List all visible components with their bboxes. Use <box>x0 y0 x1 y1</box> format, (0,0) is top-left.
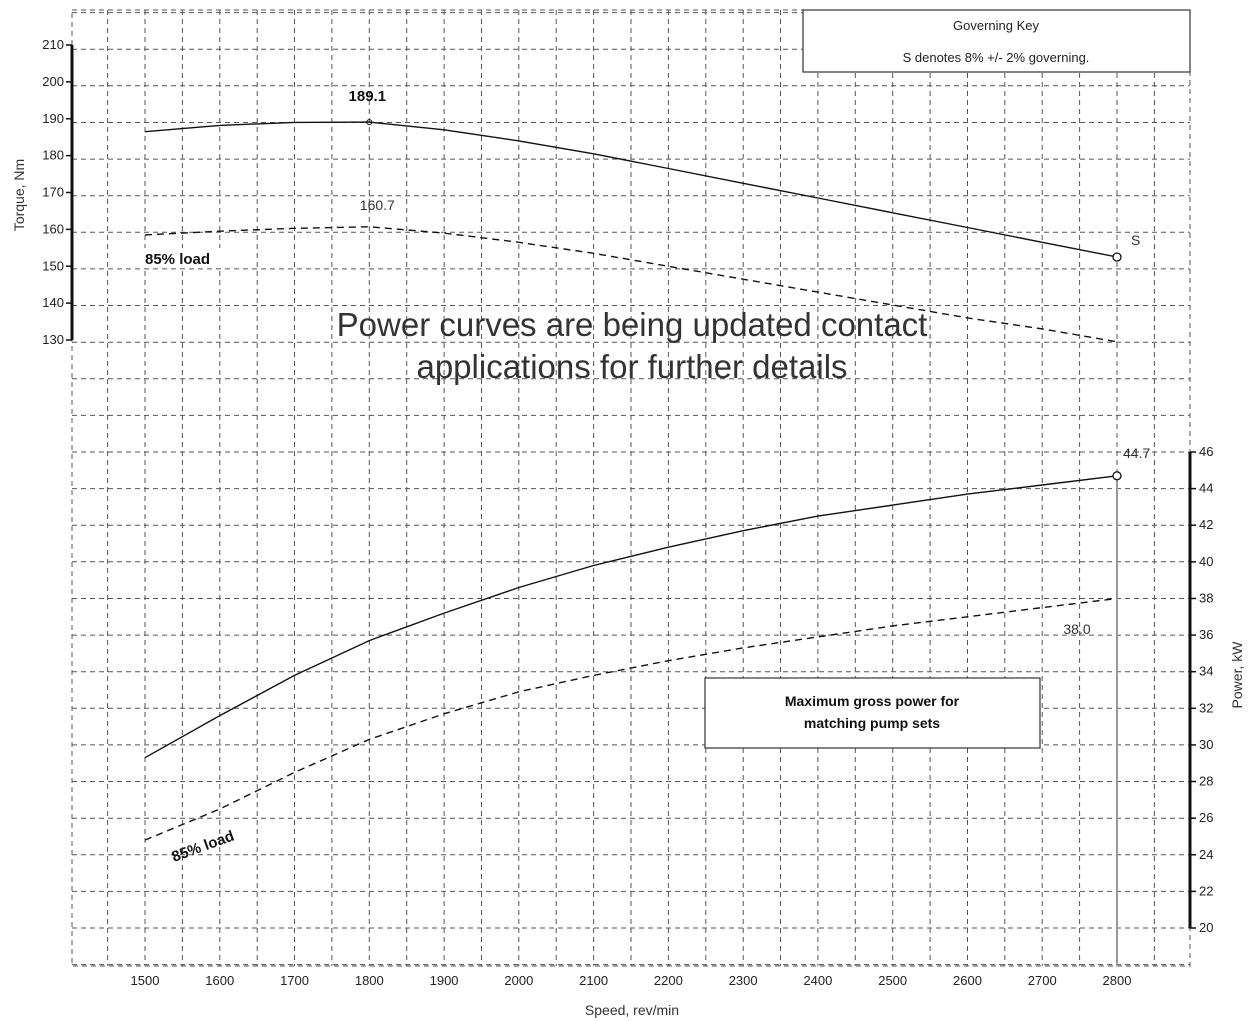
power-tick-label: 28 <box>1199 774 1213 789</box>
power-axis-title: Power, kW <box>1229 641 1245 709</box>
power-tick-label: 32 <box>1199 700 1213 715</box>
x-tick-label: 1900 <box>430 973 459 988</box>
torque-tick-label: 150 <box>42 258 64 273</box>
x-tick-label: 2100 <box>579 973 608 988</box>
power-solid-series-line <box>144 475 1118 759</box>
grid <box>71 9 1191 967</box>
torque-tick-label: 210 <box>42 37 64 52</box>
x-tick-label: 1800 <box>355 973 384 988</box>
watermark-line2: applications for further details <box>416 348 847 385</box>
power-tick-label: 20 <box>1199 920 1213 935</box>
x-axis-title: Speed, rev/min <box>585 1002 679 1018</box>
governing-key-title: Governing Key <box>953 18 1039 33</box>
x-tick-label: 2700 <box>1028 973 1057 988</box>
power-note-line2: matching pump sets <box>804 715 940 731</box>
x-tick-label: 1500 <box>131 973 160 988</box>
torque-tick-label: 160 <box>42 221 64 236</box>
power-end-label: 44.7 <box>1123 445 1150 461</box>
power-note-line1: Maximum gross power for <box>785 693 960 709</box>
torque-dashed-series-line <box>144 226 1118 343</box>
axes: 130 140 150 160 170 180 190 200 210 20 22 24 26 28 30 3… <box>42 37 1213 988</box>
x-tick-label: 2400 <box>803 973 832 988</box>
power-85-end-label: 38.0 <box>1063 621 1090 637</box>
torque-tick-label: 200 <box>42 74 64 89</box>
power-tick-label: 36 <box>1199 627 1213 642</box>
power-tick-label: 26 <box>1199 810 1213 825</box>
watermark-line1: Power curves are being updated contact <box>337 306 928 343</box>
x-tick-label: 2200 <box>654 973 683 988</box>
torque-peak-marker <box>366 119 373 126</box>
power-end-marker <box>1112 471 1122 481</box>
power-tick-label: 42 <box>1199 517 1213 532</box>
power-tick-label: 22 <box>1199 883 1213 898</box>
torque-85-peak-label: 160.7 <box>360 197 395 213</box>
torque-tick-label: 140 <box>42 295 64 310</box>
power-tick-label: 24 <box>1199 847 1213 862</box>
x-tick-label: 2000 <box>504 973 533 988</box>
power-tick-label: 34 <box>1199 664 1213 679</box>
power-85-load-label: 85% load <box>170 828 237 866</box>
power-tick-label: 40 <box>1199 554 1213 569</box>
torque-axis-title: Torque, Nm <box>11 159 27 231</box>
x-tick-label: 2500 <box>878 973 907 988</box>
torque-peak-label: 189.1 <box>349 88 387 105</box>
x-tick-label: 2300 <box>729 973 758 988</box>
x-tick-label: 1700 <box>280 973 309 988</box>
torque-tick-label: 190 <box>42 111 64 126</box>
power-note-box <box>704 677 1041 749</box>
governing-key-box <box>802 9 1191 73</box>
x-tick-label: 2800 <box>1103 973 1132 988</box>
torque-solid-series-line <box>144 121 1118 258</box>
governing-key-line: S denotes 8% +/- 2% governing. <box>903 50 1090 65</box>
x-tick-label: 2600 <box>953 973 982 988</box>
torque-85-label-bg <box>138 248 238 268</box>
torque-85-load-label: 85% load <box>145 251 210 268</box>
power-tick-label: 30 <box>1199 737 1213 752</box>
torque-tick-label: 130 <box>42 332 64 347</box>
torque-end-s-label: S <box>1131 232 1140 248</box>
x-tick-label: 1600 <box>205 973 234 988</box>
torque-end-marker <box>1112 252 1122 262</box>
series <box>144 121 1118 841</box>
torque-tick-label: 180 <box>42 148 64 163</box>
annotations: 189.1 160.7 S 85% load 44.7 38.0 85% load <box>138 88 1150 966</box>
power-tick-label: 46 <box>1199 444 1213 459</box>
torque-tick-label: 170 <box>42 185 64 200</box>
power-tick-label: 44 <box>1199 481 1213 496</box>
power-tick-label: 38 <box>1199 590 1213 605</box>
power-dashed-series-line <box>144 597 1118 841</box>
